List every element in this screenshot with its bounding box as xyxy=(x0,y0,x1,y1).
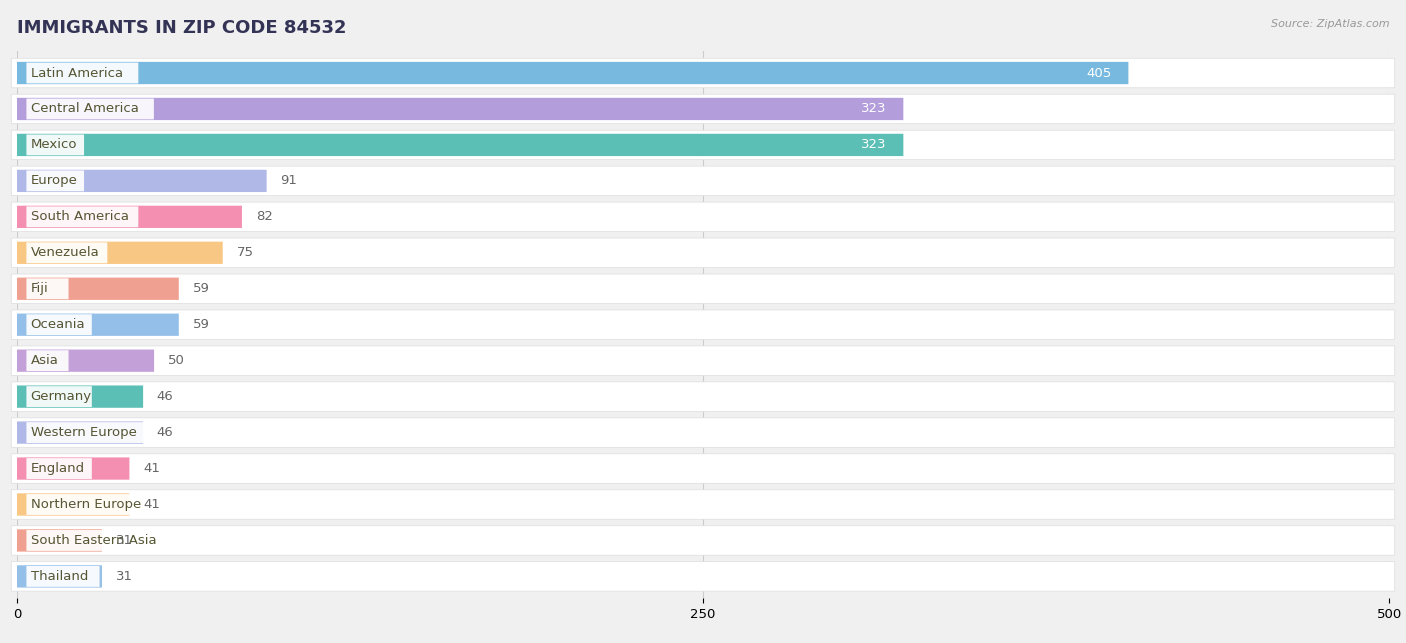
FancyBboxPatch shape xyxy=(27,98,153,120)
Text: South America: South America xyxy=(31,210,128,223)
FancyBboxPatch shape xyxy=(11,418,1395,448)
FancyBboxPatch shape xyxy=(17,350,155,372)
FancyBboxPatch shape xyxy=(27,422,146,443)
Circle shape xyxy=(20,531,21,550)
FancyBboxPatch shape xyxy=(17,314,179,336)
Circle shape xyxy=(20,280,21,298)
Circle shape xyxy=(20,244,21,262)
Text: Mexico: Mexico xyxy=(31,138,77,152)
FancyBboxPatch shape xyxy=(11,562,1395,591)
Text: Venezuela: Venezuela xyxy=(31,246,100,259)
Text: Fiji: Fiji xyxy=(31,282,48,295)
Circle shape xyxy=(20,64,21,82)
FancyBboxPatch shape xyxy=(27,242,107,263)
FancyBboxPatch shape xyxy=(27,566,100,587)
FancyBboxPatch shape xyxy=(11,274,1395,303)
FancyBboxPatch shape xyxy=(11,59,1395,87)
FancyBboxPatch shape xyxy=(17,206,242,228)
FancyBboxPatch shape xyxy=(27,458,91,479)
FancyBboxPatch shape xyxy=(17,98,903,120)
Text: Asia: Asia xyxy=(31,354,59,367)
FancyBboxPatch shape xyxy=(27,530,177,551)
FancyBboxPatch shape xyxy=(17,457,129,480)
FancyBboxPatch shape xyxy=(17,421,143,444)
Text: 41: 41 xyxy=(143,462,160,475)
Circle shape xyxy=(20,387,21,406)
FancyBboxPatch shape xyxy=(17,278,179,300)
FancyBboxPatch shape xyxy=(17,529,103,552)
Text: 31: 31 xyxy=(115,570,132,583)
FancyBboxPatch shape xyxy=(11,454,1395,484)
Text: 50: 50 xyxy=(167,354,184,367)
Text: 46: 46 xyxy=(157,390,173,403)
Text: 31: 31 xyxy=(115,534,132,547)
Text: England: England xyxy=(31,462,84,475)
Text: Thailand: Thailand xyxy=(31,570,89,583)
Text: Western Europe: Western Europe xyxy=(31,426,136,439)
Text: Oceania: Oceania xyxy=(31,318,86,331)
FancyBboxPatch shape xyxy=(17,565,103,588)
Circle shape xyxy=(20,459,21,478)
FancyBboxPatch shape xyxy=(11,346,1395,376)
Circle shape xyxy=(20,208,21,226)
FancyBboxPatch shape xyxy=(27,206,138,227)
Circle shape xyxy=(20,567,21,586)
Text: 46: 46 xyxy=(157,426,173,439)
Text: Germany: Germany xyxy=(31,390,91,403)
FancyBboxPatch shape xyxy=(17,62,1129,84)
Text: 323: 323 xyxy=(862,138,887,152)
Text: Europe: Europe xyxy=(31,174,77,187)
Text: 405: 405 xyxy=(1087,66,1112,80)
FancyBboxPatch shape xyxy=(11,382,1395,412)
Text: Northern Europe: Northern Europe xyxy=(31,498,141,511)
FancyBboxPatch shape xyxy=(11,526,1395,555)
FancyBboxPatch shape xyxy=(27,170,84,192)
FancyBboxPatch shape xyxy=(27,62,138,84)
Circle shape xyxy=(20,315,21,334)
FancyBboxPatch shape xyxy=(17,493,129,516)
Text: 323: 323 xyxy=(862,102,887,116)
Circle shape xyxy=(20,351,21,370)
FancyBboxPatch shape xyxy=(27,386,91,407)
Text: 75: 75 xyxy=(236,246,253,259)
FancyBboxPatch shape xyxy=(17,242,222,264)
Text: 41: 41 xyxy=(143,498,160,511)
Text: Latin America: Latin America xyxy=(31,66,122,80)
FancyBboxPatch shape xyxy=(17,386,143,408)
Circle shape xyxy=(20,172,21,190)
FancyBboxPatch shape xyxy=(11,490,1395,520)
FancyBboxPatch shape xyxy=(27,314,91,335)
FancyBboxPatch shape xyxy=(27,278,69,299)
FancyBboxPatch shape xyxy=(11,95,1395,123)
Text: 82: 82 xyxy=(256,210,273,223)
Circle shape xyxy=(20,136,21,154)
Text: IMMIGRANTS IN ZIP CODE 84532: IMMIGRANTS IN ZIP CODE 84532 xyxy=(17,19,346,37)
FancyBboxPatch shape xyxy=(27,134,84,156)
FancyBboxPatch shape xyxy=(11,310,1395,340)
Text: 91: 91 xyxy=(280,174,297,187)
FancyBboxPatch shape xyxy=(27,350,69,371)
Circle shape xyxy=(20,423,21,442)
Text: Central America: Central America xyxy=(31,102,138,116)
FancyBboxPatch shape xyxy=(17,134,903,156)
FancyBboxPatch shape xyxy=(17,170,267,192)
Circle shape xyxy=(20,100,21,118)
Text: 59: 59 xyxy=(193,282,209,295)
FancyBboxPatch shape xyxy=(11,202,1395,231)
FancyBboxPatch shape xyxy=(11,130,1395,159)
FancyBboxPatch shape xyxy=(11,238,1395,267)
FancyBboxPatch shape xyxy=(27,494,153,515)
Circle shape xyxy=(20,495,21,514)
Text: Source: ZipAtlas.com: Source: ZipAtlas.com xyxy=(1271,19,1389,30)
Text: 59: 59 xyxy=(193,318,209,331)
FancyBboxPatch shape xyxy=(11,166,1395,195)
Text: South Eastern Asia: South Eastern Asia xyxy=(31,534,156,547)
